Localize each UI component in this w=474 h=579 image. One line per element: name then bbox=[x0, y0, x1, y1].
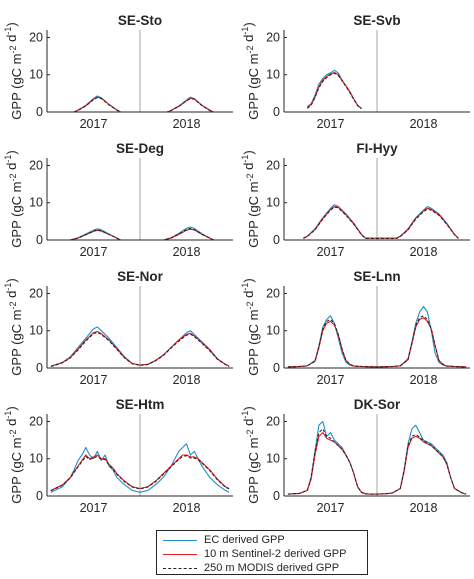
x-tick-label: 2018 bbox=[410, 373, 438, 387]
y-tick-label: 0 bbox=[36, 233, 43, 247]
x-tick-label: 2018 bbox=[173, 117, 201, 131]
x-tick-label: 2017 bbox=[80, 117, 108, 131]
y-tick-label: 0 bbox=[273, 361, 280, 375]
y-tick-label: 20 bbox=[29, 414, 43, 428]
panel-title: SE-Htm bbox=[116, 397, 165, 412]
legend: EC derived GPP 10 m Sentinel-2 derived G… bbox=[156, 530, 368, 575]
series-ec bbox=[303, 204, 459, 239]
y-tick-label: 20 bbox=[29, 158, 43, 172]
x-tick-label: 2018 bbox=[173, 373, 201, 387]
legend-label-modis: 250 m MODIS derived GPP bbox=[204, 562, 340, 574]
legend-swatch-ec bbox=[163, 540, 197, 541]
series-modis bbox=[73, 97, 214, 113]
panel-title: SE-Svb bbox=[353, 13, 400, 28]
panel-dk-sor: 0 10 20 2017 2018 DK-Sor GPP (gC m-2 d-1) bbox=[240, 397, 470, 515]
panel-fi-hyy: 0 10 20 2017 2018 FI-Hyy GPP (gC m-2 d-1) bbox=[240, 141, 470, 259]
y-tick-label: 10 bbox=[29, 196, 43, 210]
series-modis bbox=[50, 455, 230, 492]
series-modis bbox=[70, 227, 214, 241]
panel-se-htm: 0 10 20 2017 2018 SE-Htm GPP (gC m-2 d-1) bbox=[3, 397, 233, 515]
series-modis bbox=[287, 315, 467, 368]
x-tick-label: 2018 bbox=[410, 245, 438, 259]
legend-item-sentinel2: 10 m Sentinel-2 derived GPP bbox=[157, 547, 367, 561]
y-axis-label: GPP (gC m-2 d-1) bbox=[240, 22, 261, 119]
x-tick-label: 2017 bbox=[317, 373, 345, 387]
y-axis-label: GPP (gC m-2 d-1) bbox=[3, 406, 24, 503]
y-tick-label: 20 bbox=[266, 158, 280, 172]
x-tick-label: 2017 bbox=[80, 373, 108, 387]
series-sentinel2 bbox=[303, 205, 459, 239]
panel-se-lnn: 0 10 20 2017 2018 SE-Lnn GPP (gC m-2 d-1) bbox=[240, 269, 470, 387]
panel-title: SE-Sto bbox=[118, 13, 162, 28]
panel-title: FI-Hyy bbox=[356, 141, 398, 156]
series-modis bbox=[287, 428, 467, 495]
y-tick-label: 20 bbox=[29, 30, 43, 44]
y-axis-label: GPP (gC m-2 d-1) bbox=[240, 278, 261, 375]
series-sentinel2 bbox=[306, 71, 362, 109]
y-tick-label: 20 bbox=[266, 286, 280, 300]
y-axis-label: GPP (gC m-2 d-1) bbox=[240, 406, 261, 503]
y-tick-label: 20 bbox=[266, 30, 280, 44]
x-tick-label: 2018 bbox=[410, 501, 438, 515]
x-tick-label: 2017 bbox=[317, 117, 345, 131]
panel-title: SE-Deg bbox=[116, 141, 164, 156]
panel-title: SE-Lnn bbox=[353, 269, 400, 284]
legend-label-sentinel2: 10 m Sentinel-2 derived GPP bbox=[204, 548, 347, 560]
series-modis bbox=[50, 331, 230, 367]
series-ec bbox=[306, 69, 362, 110]
y-tick-label: 10 bbox=[266, 452, 280, 466]
legend-item-modis: 250 m MODIS derived GPP bbox=[157, 561, 367, 575]
x-tick-label: 2017 bbox=[80, 501, 108, 515]
y-tick-label: 0 bbox=[273, 105, 280, 119]
legend-item-ec: EC derived GPP bbox=[157, 533, 367, 547]
x-tick-label: 2018 bbox=[410, 117, 438, 131]
y-axis-label: GPP (gC m-2 d-1) bbox=[240, 150, 261, 247]
y-axis-label: GPP (gC m-2 d-1) bbox=[3, 150, 24, 247]
y-tick-label: 10 bbox=[266, 68, 280, 82]
y-axis-label: GPP (gC m-2 d-1) bbox=[3, 278, 24, 375]
y-tick-label: 10 bbox=[29, 324, 43, 338]
series-sentinel2 bbox=[50, 330, 230, 367]
y-axis-label: GPP (gC m-2 d-1) bbox=[3, 22, 24, 119]
legend-swatch-modis bbox=[163, 568, 197, 569]
panel-se-svb: 0 10 20 2017 2018 SE-Svb GPP (gC m-2 d-1) bbox=[240, 13, 470, 131]
panel-se-sto: 0 10 20 2017 2018 SE-Sto GPP (gC m-2 d-1) bbox=[3, 13, 233, 131]
y-tick-label: 0 bbox=[273, 233, 280, 247]
panel-se-nor: 0 10 20 2017 2018 SE-Nor GPP (gC m-2 d-1) bbox=[3, 269, 233, 387]
panel-title: DK-Sor bbox=[354, 397, 401, 412]
y-tick-label: 10 bbox=[29, 452, 43, 466]
y-tick-label: 10 bbox=[266, 324, 280, 338]
x-tick-label: 2018 bbox=[173, 501, 201, 515]
y-tick-label: 0 bbox=[273, 489, 280, 503]
x-tick-label: 2017 bbox=[80, 245, 108, 259]
y-tick-label: 0 bbox=[36, 105, 43, 119]
legend-label-ec: EC derived GPP bbox=[204, 534, 285, 546]
legend-swatch-sentinel2 bbox=[163, 554, 197, 555]
panel-se-deg: 0 10 20 2017 2018 SE-Deg GPP (gC m-2 d-1) bbox=[3, 141, 233, 259]
x-tick-label: 2018 bbox=[173, 245, 201, 259]
x-tick-label: 2017 bbox=[317, 245, 345, 259]
y-tick-label: 20 bbox=[29, 286, 43, 300]
y-tick-label: 0 bbox=[36, 361, 43, 375]
series-modis bbox=[306, 72, 362, 110]
y-tick-label: 20 bbox=[266, 414, 280, 428]
series-ec bbox=[50, 443, 230, 493]
series-modis bbox=[303, 206, 459, 239]
x-tick-label: 2017 bbox=[317, 501, 345, 515]
y-tick-label: 10 bbox=[266, 196, 280, 210]
panel-title: SE-Nor bbox=[117, 269, 164, 284]
y-tick-label: 10 bbox=[29, 68, 43, 82]
y-tick-label: 0 bbox=[36, 489, 43, 503]
